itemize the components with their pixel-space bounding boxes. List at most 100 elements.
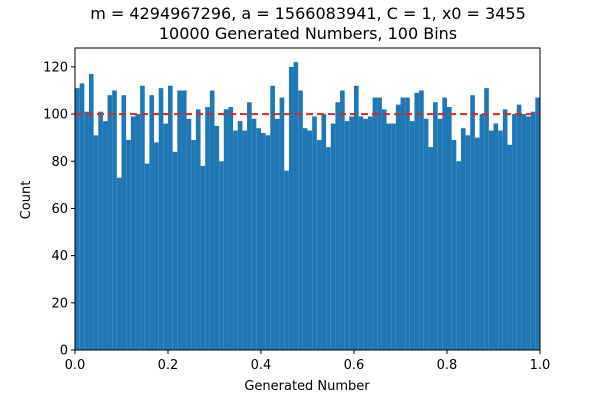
histogram-bar	[535, 97, 540, 350]
histogram-bar	[158, 88, 164, 350]
x-axis-ticks: 0.0 0.2 0.4 0.6 0.8 1.0	[65, 350, 551, 373]
histogram-bar	[526, 116, 531, 350]
histogram-bar	[470, 95, 475, 350]
histogram-bar	[116, 177, 122, 350]
histogram-bar	[381, 109, 387, 350]
histogram-bar	[140, 85, 145, 350]
histogram-bar	[265, 135, 271, 350]
x-tick-label: 0.4	[251, 358, 272, 373]
histogram-bar	[354, 85, 359, 350]
histogram-bar	[428, 147, 434, 350]
histogram-bar	[102, 121, 108, 350]
x-axis-label: Generated Number	[244, 379, 370, 394]
histogram-bar	[456, 161, 461, 350]
histogram-bar	[302, 128, 308, 350]
histogram-bar	[419, 90, 424, 350]
histogram-bar	[391, 123, 396, 350]
histogram-bar	[154, 142, 159, 350]
histogram-bar	[507, 144, 513, 350]
histogram-bar	[279, 97, 285, 350]
histogram-bar	[84, 111, 89, 350]
histogram-bar	[79, 83, 85, 350]
histogram-bar	[330, 123, 336, 350]
histogram-bar	[228, 106, 234, 350]
histogram-bar	[214, 125, 220, 350]
histogram-bar	[274, 118, 280, 350]
chart-title-line2: 10000 Generated Numbers, 100 Bins	[159, 24, 457, 43]
histogram-bar	[437, 118, 443, 350]
histogram-bar	[502, 109, 508, 350]
histogram-bar	[223, 109, 229, 350]
y-tick-label: 100	[43, 108, 68, 123]
histogram-bar	[88, 73, 94, 350]
histogram-bar	[251, 118, 257, 350]
histogram-bar	[177, 90, 182, 350]
histogram-bar	[349, 116, 354, 350]
y-tick-label: 20	[51, 296, 68, 311]
histogram-bar	[233, 130, 238, 350]
histogram-bar	[121, 95, 127, 350]
histogram-bar	[498, 130, 503, 350]
histogram-bar	[386, 123, 392, 350]
histogram-bar	[447, 106, 452, 350]
histogram-bar	[98, 111, 103, 350]
histogram-bar	[237, 121, 243, 350]
y-tick-label: 80	[51, 155, 68, 170]
x-tick-label: 0.8	[437, 358, 458, 373]
x-tick-label: 1.0	[530, 358, 551, 373]
histogram-bar	[340, 90, 345, 350]
histogram-bar	[144, 163, 150, 350]
y-tick-label: 120	[43, 60, 68, 75]
histogram-bar	[316, 140, 322, 350]
histogram-bar	[474, 137, 480, 350]
histogram-bar	[307, 130, 313, 350]
y-axis-label: Count	[19, 181, 34, 220]
histogram-bar	[516, 104, 522, 350]
histogram-bar	[344, 121, 350, 350]
y-tick-label: 40	[51, 249, 68, 264]
histogram-bar	[256, 128, 261, 350]
histogram-bar	[93, 135, 99, 350]
histogram-bar	[181, 90, 187, 350]
histogram-bar	[172, 151, 178, 350]
histogram-bar	[288, 66, 294, 350]
histogram-bar	[442, 97, 447, 350]
histogram-bar	[247, 102, 252, 350]
chart-title-line1: m = 4294967296, a = 1566083941, C = 1, x…	[90, 4, 526, 23]
histogram-bar	[195, 109, 201, 350]
histogram-bar	[107, 95, 113, 350]
histogram-bar	[530, 111, 536, 350]
histogram-bar	[484, 88, 489, 350]
y-tick-label: 0	[60, 344, 68, 359]
histogram-bar	[321, 114, 327, 350]
histogram-bar	[200, 165, 206, 350]
histogram-bar	[358, 116, 364, 350]
histogram-bar	[126, 140, 131, 350]
histogram-bar	[335, 102, 341, 350]
bars-group	[75, 62, 540, 350]
histogram-bar	[298, 90, 303, 350]
histogram-bar	[512, 114, 517, 350]
histogram-bar	[168, 85, 173, 350]
histogram-bar	[521, 114, 527, 350]
histogram-bar	[130, 116, 136, 350]
histogram-bar	[284, 170, 289, 350]
histogram-bar	[367, 116, 373, 350]
histogram-bar	[326, 147, 331, 350]
histogram-bar	[414, 92, 420, 350]
histogram-bar	[261, 132, 266, 350]
histogram-bar	[479, 114, 485, 350]
histogram-bar	[423, 118, 429, 350]
histogram-bar	[270, 85, 275, 350]
histogram-bar	[460, 128, 466, 350]
histogram-bar	[219, 161, 224, 350]
histogram-bar	[75, 88, 80, 350]
histogram-bar	[312, 116, 317, 350]
x-tick-label: 0.0	[65, 358, 86, 373]
histogram-bar	[205, 106, 210, 350]
histogram-bar	[405, 97, 410, 350]
x-tick-label: 0.6	[344, 358, 365, 373]
histogram-bar	[242, 130, 248, 350]
histogram-bar	[293, 62, 299, 350]
